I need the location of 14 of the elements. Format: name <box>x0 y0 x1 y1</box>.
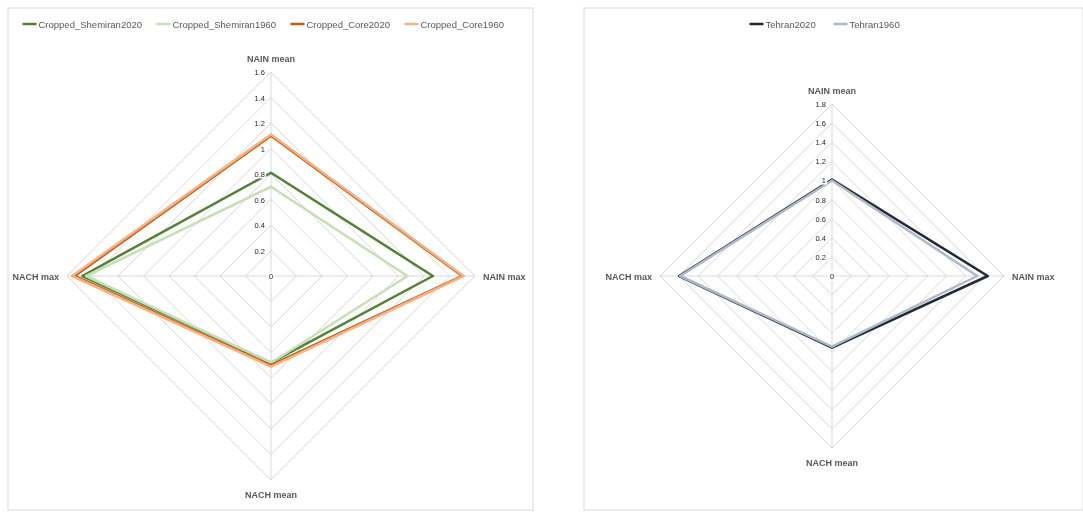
legend-label: Cropped_Shemiran2020 <box>38 18 143 30</box>
legend-label: Tehran2020 <box>765 18 816 30</box>
spoke-label: NACH mean <box>805 458 859 468</box>
spoke-label: NACH max <box>12 272 59 282</box>
legend-label: Cropped_Shemiran1960 <box>172 18 277 30</box>
legend-label: Cropped_Core1960 <box>420 18 504 30</box>
legend-label: Tehran1960 <box>849 18 900 30</box>
spoke-label: NAIN mean <box>807 86 857 96</box>
legend-label: Cropped_Core2020 <box>306 18 390 30</box>
spoke-label: NACH mean <box>244 490 298 500</box>
spoke-label: NAIN mean <box>246 54 296 64</box>
spoke-label: NAIN max <box>1012 272 1055 282</box>
spoke-label: NAIN max <box>483 272 526 282</box>
spoke-label: NACH max <box>605 272 652 282</box>
